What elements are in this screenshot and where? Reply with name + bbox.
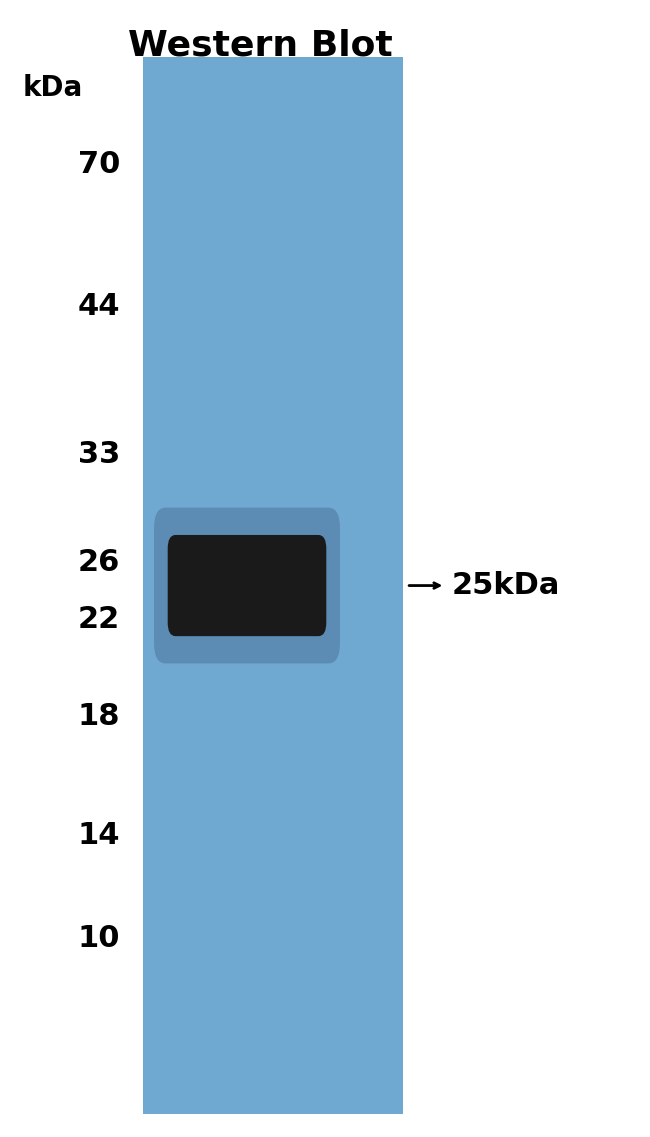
FancyBboxPatch shape — [143, 57, 403, 1114]
Text: 44: 44 — [78, 292, 120, 322]
FancyBboxPatch shape — [168, 536, 326, 637]
Text: 18: 18 — [78, 702, 120, 731]
Text: 14: 14 — [78, 821, 120, 850]
FancyBboxPatch shape — [154, 508, 340, 664]
Text: 10: 10 — [78, 923, 120, 953]
Text: 25kDa: 25kDa — [452, 571, 560, 600]
Text: 70: 70 — [78, 150, 120, 180]
Text: 33: 33 — [78, 440, 120, 470]
Text: kDa: kDa — [23, 74, 83, 102]
Text: 26: 26 — [78, 548, 120, 578]
Text: 22: 22 — [78, 605, 120, 634]
Text: Western Blot: Western Blot — [127, 28, 393, 63]
